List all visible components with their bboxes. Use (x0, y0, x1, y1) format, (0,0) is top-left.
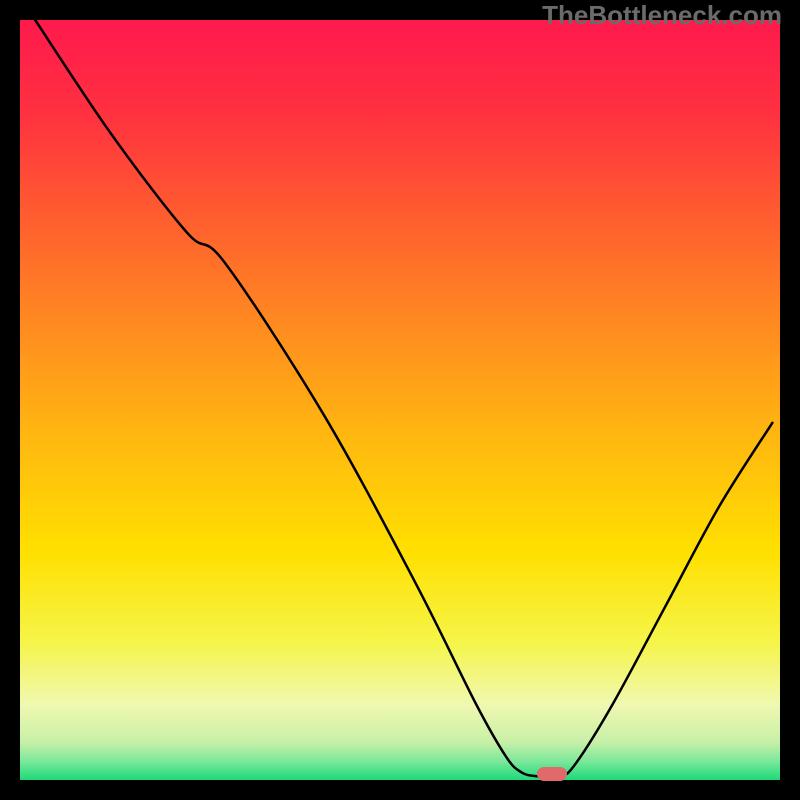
curve-path (35, 20, 772, 777)
bottleneck-curve (20, 20, 780, 780)
optimal-marker (537, 767, 567, 781)
watermark-text: TheBottleneck.com (542, 0, 782, 31)
chart-frame: TheBottleneck.com (0, 0, 800, 800)
plot-area (20, 20, 780, 780)
